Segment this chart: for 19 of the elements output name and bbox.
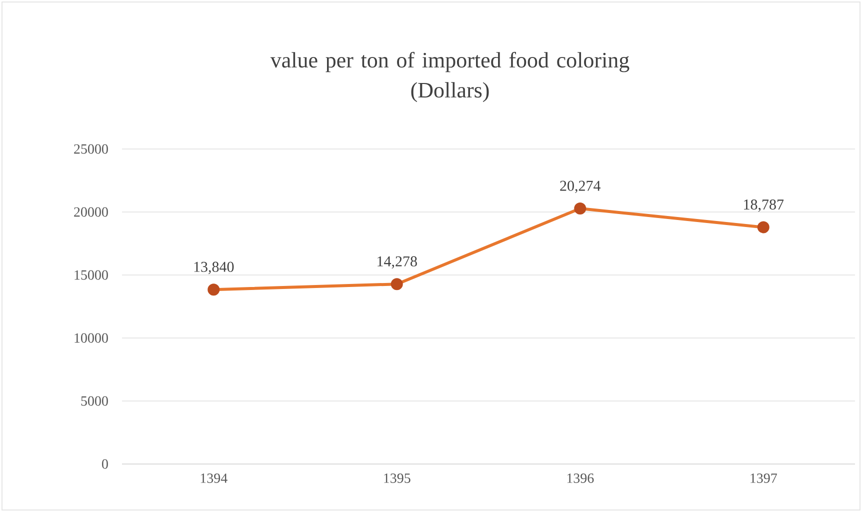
y-tick-label: 20000 bbox=[74, 207, 108, 217]
data-label: 20,274 bbox=[560, 180, 601, 194]
x-tick-label: 1394 bbox=[200, 474, 228, 483]
chart-title: value per ton of imported food coloring (Dollars) bbox=[270, 52, 630, 102]
data-label: 18,787 bbox=[744, 199, 784, 212]
x-tick-label: 1397 bbox=[750, 474, 777, 483]
point bbox=[208, 284, 220, 296]
y-tick-label: 5000 bbox=[81, 396, 108, 406]
point bbox=[757, 221, 770, 234]
y-tick-label: 25000 bbox=[74, 144, 108, 154]
y-tick-label: 0 bbox=[102, 459, 108, 469]
y-tick-label: 15000 bbox=[74, 270, 108, 280]
x-tick-label: 1396 bbox=[567, 474, 594, 483]
data-label: 13,840 bbox=[194, 262, 234, 274]
data-label: 14,278 bbox=[378, 256, 417, 269]
y-tick-label: 10000 bbox=[74, 333, 108, 343]
point bbox=[574, 202, 586, 215]
x-tick-label: 1395 bbox=[384, 474, 410, 483]
point bbox=[390, 278, 403, 290]
